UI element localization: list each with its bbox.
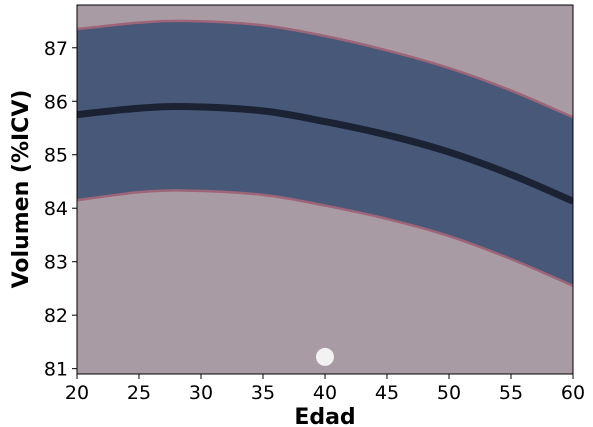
x-tick-label: 20 bbox=[65, 382, 89, 404]
y-tick-label: 84 bbox=[44, 198, 68, 220]
x-tick-label: 40 bbox=[313, 382, 337, 404]
y-tick-label: 85 bbox=[44, 145, 68, 167]
y-tick-label: 82 bbox=[44, 305, 68, 327]
x-tick-label: 55 bbox=[499, 382, 523, 404]
y-tick-label: 83 bbox=[44, 252, 68, 274]
band-lower-edge bbox=[77, 189, 573, 287]
x-tick-label: 50 bbox=[437, 382, 461, 404]
x-tick-label: 60 bbox=[561, 382, 585, 404]
x-tick-label: 25 bbox=[127, 382, 151, 404]
y-axis-label: Volumen (%ICV) bbox=[9, 90, 34, 289]
x-tick-label: 45 bbox=[375, 382, 399, 404]
data-point bbox=[316, 347, 334, 366]
band-upper-edge bbox=[77, 19, 573, 119]
y-tick-label: 81 bbox=[44, 359, 68, 381]
plot-area bbox=[77, 19, 573, 366]
y-tick-label: 86 bbox=[44, 91, 68, 113]
confidence-band bbox=[77, 20, 573, 286]
y-tick-label: 87 bbox=[44, 38, 68, 60]
x-axis-label: Edad bbox=[294, 405, 355, 427]
trend-line bbox=[77, 102, 573, 205]
x-axis: 20 25 30 35 40 45 50 55 60 bbox=[65, 374, 585, 404]
x-tick-label: 35 bbox=[251, 382, 275, 404]
x-tick-label: 30 bbox=[189, 382, 213, 404]
y-axis: 81 82 83 84 85 86 87 bbox=[44, 38, 77, 381]
